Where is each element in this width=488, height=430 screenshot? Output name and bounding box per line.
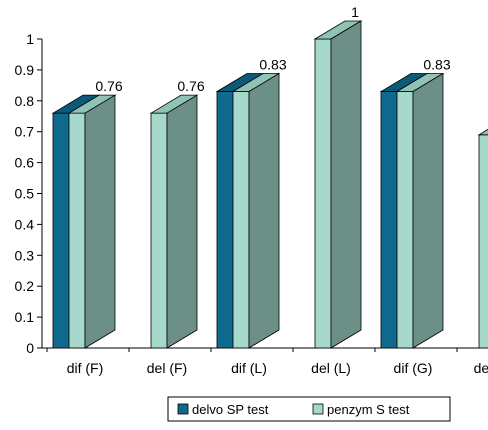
bar-penzym-1 (149, 94, 199, 349)
data-label: 0.76 (177, 78, 204, 94)
bar-penzym-0-side (84, 94, 116, 349)
bar-penzym-1-side (166, 94, 198, 349)
bar-penzym-0 (67, 94, 117, 349)
bar-penzym-1-front (150, 112, 168, 349)
x-tick-label: dif (L) (231, 360, 267, 376)
bar-penzym-4 (395, 72, 445, 349)
bar-penzym-5-front (478, 134, 488, 349)
y-tick-label: 0.3 (15, 247, 35, 263)
y-tick-label: 0.1 (15, 309, 35, 325)
bar-delvo-4-front (380, 91, 398, 349)
axis-layer: 0 0.1 0.2 0.3 0.4 0.5 0.6 0.7 0.8 0.9 1 (15, 31, 488, 356)
data-label: 0.83 (423, 57, 450, 73)
y-tick-label: 0.5 (15, 186, 35, 202)
legend-label: delvo SP test (192, 402, 269, 417)
y-tick-label: 0.9 (15, 62, 35, 78)
x-tick-label: dif (G) (394, 360, 433, 376)
legend-label: penzym S test (327, 402, 410, 417)
x-tick-label: del (L) (311, 360, 351, 376)
bar-penzym-3-side (330, 20, 362, 349)
data-label: 1 (351, 4, 359, 20)
y-tick-label: 0.4 (15, 216, 35, 232)
bar-delvo-0-front (52, 112, 70, 349)
bar-penzym-5 (477, 128, 488, 349)
bar-delvo-2 (215, 73, 265, 349)
bar-delvo-4 (379, 73, 429, 349)
y-tick-label: 0.8 (15, 93, 35, 109)
bars-layer (51, 20, 488, 349)
data-label: 0.83 (259, 57, 286, 73)
legend-box (167, 396, 451, 422)
legend: delvo SP test penzym S test (167, 396, 451, 422)
bar-penzym-4-side (412, 72, 444, 349)
labels-layer: dif (F) 0.76 del (F) 0.76 dif (L) 0.83 del (L)… (67, 4, 488, 376)
x-tick-label: del (G) (474, 360, 488, 376)
legend-swatch (177, 403, 189, 415)
bar-penzym-5-top (477, 128, 488, 136)
bar-delvo-0 (51, 94, 101, 349)
x-tick-label: dif (F) (67, 360, 104, 376)
legend-swatch (312, 403, 324, 415)
bar-penzym-2-front (232, 91, 250, 349)
y-tick-label: 1 (26, 31, 34, 47)
bar-penzym-2 (231, 72, 281, 349)
data-label: 0.76 (95, 78, 122, 94)
x-tick-label: del (F) (147, 360, 187, 376)
bar-penzym-2-side (248, 72, 280, 349)
bar-penzym-4-front (396, 91, 414, 349)
bar-penzym-3-front (314, 38, 332, 349)
y-tick-label: 0.6 (15, 155, 35, 171)
bar-penzym-3 (313, 20, 363, 349)
bar-delvo-2-front (216, 91, 234, 349)
y-tick-label: 0 (26, 340, 34, 356)
y-tick-label: 0.2 (15, 278, 35, 294)
bar-penzym-0-front (68, 112, 86, 349)
y-tick-label: 0.7 (15, 124, 35, 140)
